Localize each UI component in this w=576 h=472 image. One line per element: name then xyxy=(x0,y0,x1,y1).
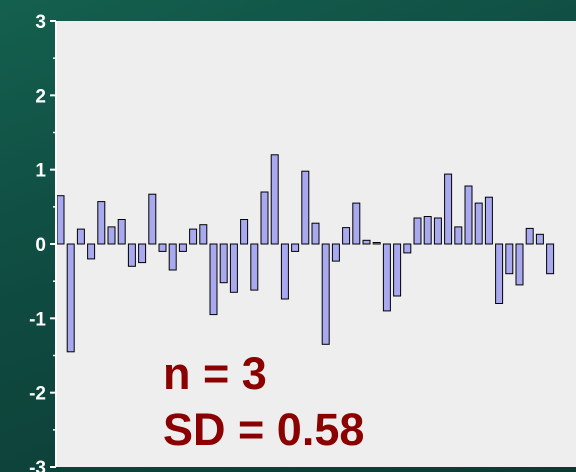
bar-25 xyxy=(311,222,320,245)
bar-10 xyxy=(158,243,167,252)
bar-23 xyxy=(291,243,300,252)
bar-27 xyxy=(331,243,340,262)
bar-2 xyxy=(76,228,85,245)
y-tick-label-6: -3 xyxy=(29,458,46,472)
bar-31 xyxy=(372,242,381,245)
bar-26 xyxy=(321,243,330,345)
bar-1 xyxy=(66,243,75,353)
y-tick-label-0: 3 xyxy=(35,12,46,33)
bar-24 xyxy=(301,170,310,245)
bar-21 xyxy=(270,154,279,245)
bar-14 xyxy=(199,224,208,245)
bar-20 xyxy=(260,191,269,245)
y-tick-label-5: -2 xyxy=(29,384,46,405)
y-tick-label-4: -1 xyxy=(29,309,46,330)
y-tick-label-3: 0 xyxy=(35,235,46,256)
bar-43 xyxy=(495,243,504,304)
bar-30 xyxy=(362,239,371,245)
bar-12 xyxy=(178,243,187,252)
bar-4 xyxy=(97,201,106,245)
bar-19 xyxy=(250,243,259,291)
bar-18 xyxy=(240,219,249,245)
bar-35 xyxy=(413,217,422,245)
bar-28 xyxy=(342,227,351,245)
annotation-sd: SD = 0.58 xyxy=(163,404,365,455)
bar-16 xyxy=(219,243,228,284)
bar-46 xyxy=(525,227,534,245)
bar-22 xyxy=(280,243,289,300)
bar-38 xyxy=(444,173,453,245)
annotation-n: n = 3 xyxy=(163,348,267,399)
bar-11 xyxy=(168,243,177,271)
bar-33 xyxy=(393,243,402,297)
bar-6 xyxy=(117,219,126,245)
bar-32 xyxy=(382,243,391,312)
y-tick-label-2: 1 xyxy=(35,161,46,182)
bar-15 xyxy=(209,243,218,316)
bar-34 xyxy=(403,243,412,254)
y-tick-label-1: 2 xyxy=(35,86,46,107)
bars-group xyxy=(56,154,555,353)
bar-37 xyxy=(433,217,442,245)
bar-0 xyxy=(56,195,65,245)
bar-39 xyxy=(454,226,463,245)
bar-36 xyxy=(423,216,432,245)
bar-47 xyxy=(535,233,544,245)
bar-45 xyxy=(515,243,524,286)
bar-17 xyxy=(229,243,238,293)
bar-8 xyxy=(138,243,147,264)
bar-44 xyxy=(505,243,514,275)
bar-42 xyxy=(484,196,493,245)
bar-41 xyxy=(474,202,483,245)
bar-9 xyxy=(148,193,157,245)
bar-29 xyxy=(352,202,361,245)
bar-13 xyxy=(189,228,198,245)
bar-7 xyxy=(127,243,136,267)
bar-48 xyxy=(546,243,555,275)
y-ticks-group: 3 2 1 0 -1 -2 -3 xyxy=(29,12,56,472)
bar-3 xyxy=(87,243,96,260)
bar-5 xyxy=(107,226,116,245)
bar-40 xyxy=(464,185,473,245)
